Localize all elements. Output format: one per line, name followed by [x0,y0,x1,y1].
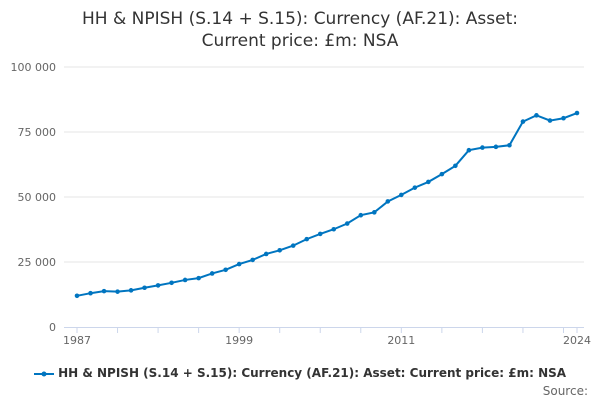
data-point [561,115,566,121]
data-point [250,257,255,263]
y-tick-label: 75 000 [18,126,57,139]
data-point [290,243,296,248]
data-point [358,212,364,218]
data-point [169,280,174,286]
x-tick-label: 2024 [563,334,591,347]
x-tick-label: 2011 [387,334,415,347]
data-point [236,261,242,267]
data-point [209,271,215,276]
data-point [480,145,485,150]
x-tick-label: 1987 [63,334,91,347]
title-line-1: HH & NPISH (S.14 + S.15): Currency (AF.2… [82,9,518,29]
data-point [426,179,431,185]
data-point [88,290,93,296]
series-line [76,112,578,297]
data-point [196,275,201,281]
data-point [385,199,391,204]
data-point [101,288,107,294]
data-point [520,119,526,124]
data-point [399,192,404,198]
data-point [317,231,323,237]
data-point [115,289,120,294]
data-point [453,163,458,169]
title-line-2: Current price: £m: NSA [201,31,399,51]
data-point [155,283,161,288]
data-point [182,277,188,283]
data-point [507,142,512,148]
data-point [439,171,445,177]
y-tick-label: 0 [49,321,56,334]
legend-label: HH & NPISH (S.14 + S.15): Currency (AF.2… [58,366,567,380]
source-label: Source: [542,384,588,398]
y-tick-label: 25 000 [18,256,57,269]
chart-title: HH & NPISH (S.14 + S.15): Currency (AF.2… [0,8,600,52]
data-point [277,248,283,253]
data-point [128,288,134,293]
data-point [331,226,337,232]
data-point [493,144,499,150]
legend-line-icon [33,371,54,376]
data-point [142,285,147,291]
data-point [223,267,228,273]
data-point [371,210,377,215]
data-point [412,185,418,190]
data-point [574,110,580,116]
y-tick-label: 50 000 [18,191,57,204]
data-point [547,118,553,123]
y-tick-label: 100 000 [11,61,57,74]
data-point [304,236,310,242]
data-point [74,293,80,299]
data-point [344,221,350,226]
data-point [466,147,472,153]
x-tick-label: 1999 [225,334,253,347]
data-point [263,251,269,257]
data-point [534,113,539,118]
legend-item[interactable]: HH & NPISH (S.14 + S.15): Currency (AF.2… [0,366,600,380]
